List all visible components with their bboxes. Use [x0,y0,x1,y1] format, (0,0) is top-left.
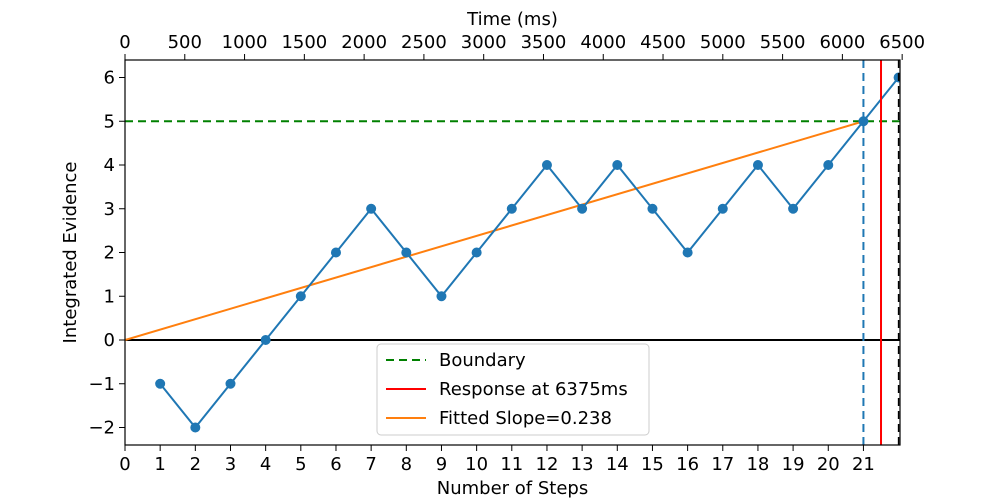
y-tick-label: 4 [104,155,115,176]
y-tick-label: 1 [104,286,115,307]
data-point [330,247,341,258]
x-tick-label: 18 [746,454,769,475]
x-tick-label: 19 [782,454,805,475]
x-tick-label: 0 [119,454,130,475]
x-axis-label: Number of Steps [437,478,588,499]
data-point [295,291,306,302]
x-tick-label: 14 [606,454,629,475]
data-point [577,203,588,214]
x-tick-label: 3 [225,454,236,475]
x-tick-label: 12 [536,454,559,475]
top-tick-label: 5000 [700,32,746,53]
top-axis-label: Time (ms) [466,9,558,30]
x-tick-label: 7 [365,454,376,475]
y-tick-label: 6 [104,68,115,89]
x-tick-label: 4 [260,454,271,475]
data-point [752,160,763,170]
top-tick-label: 3500 [521,32,567,53]
data-point [190,422,201,433]
data-point [612,160,623,170]
x-tick-label: 20 [817,454,840,475]
data-point [260,335,271,345]
data-point [401,247,412,258]
y-tick-label: 5 [104,111,115,132]
y-tick-label: 2 [104,243,115,264]
top-tick-label: 1500 [281,32,327,53]
data-point [788,203,799,214]
x-tick-label: 16 [676,454,699,475]
top-tick-label: 2000 [341,32,387,53]
data-point [682,247,693,258]
data-point [471,247,482,258]
y-tick-label: −2 [88,418,115,439]
data-point [366,203,377,214]
x-tick-label: 15 [641,454,664,475]
legend-fitted-slope-label: Fitted Slope=0.238 [439,408,612,429]
y-tick-label: −1 [88,374,115,395]
y-tick-label: 0 [104,330,115,351]
data-point [436,291,447,302]
data-point [155,378,166,389]
y-axis-label: Integrated Evidence [60,162,81,344]
top-tick-label: 0 [119,32,130,53]
top-tick-label: 4500 [640,32,686,53]
data-point [823,160,834,170]
top-tick-label: 500 [168,32,202,53]
x-tick-label: 9 [436,454,447,475]
top-tick-label: 6000 [819,32,865,53]
legend-box [376,343,650,436]
top-tick-label: 4000 [580,32,626,53]
data-point [717,203,728,214]
top-tick-label: 3000 [461,32,507,53]
data-point [858,116,869,127]
x-tick-label: 17 [711,454,734,475]
top-tick-label: 1000 [222,32,268,53]
x-tick-label: 13 [571,454,594,475]
legend-boundary-label: Boundary [439,350,526,371]
y-tick-label: 3 [104,199,115,220]
x-tick-label: 10 [465,454,488,475]
x-tick-label: 1 [154,454,165,475]
data-point [541,160,552,170]
top-tick-label: 2500 [401,32,447,53]
legend-response-label: Response at 6375ms [439,379,628,400]
data-point [506,203,517,214]
data-point [647,203,658,214]
top-tick-label: 5500 [760,32,806,53]
x-tick-label: 11 [500,454,523,475]
x-tick-label: 5 [295,454,306,475]
x-tick-label: 21 [852,454,875,475]
top-tick-label: 6500 [879,32,925,53]
evidence-series-line [159,76,900,430]
x-tick-label: 2 [190,454,201,475]
data-point [225,378,236,389]
x-tick-label: 8 [401,454,412,475]
x-tick-label: 6 [330,454,341,475]
